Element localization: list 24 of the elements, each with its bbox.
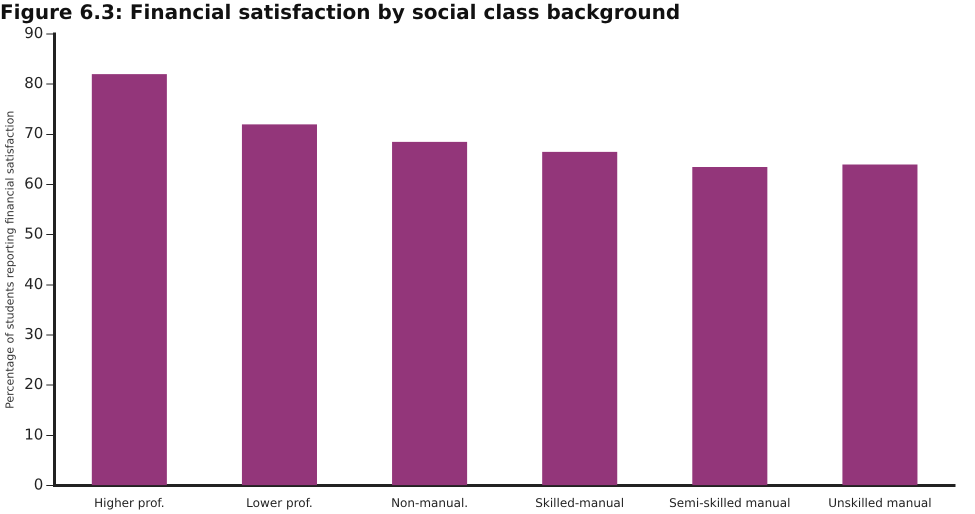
y-tick-label: 20 [24,375,44,394]
x-tick-label: Unskilled manual [828,496,932,510]
y-tick-label: 80 [24,74,44,92]
x-tick-label: Lower prof. [246,496,313,510]
y-tick-label: 70 [24,124,44,142]
y-tick-label: 50 [24,224,44,243]
bar [92,74,167,486]
y-tick-label: 0 [34,475,44,494]
bar [392,142,468,486]
bar [542,152,618,486]
x-tick-label: Semi-skilled manual [669,496,790,510]
x-tick-label: Non-manual. [391,496,468,510]
bar [242,124,317,486]
y-tick-label: 90 [24,24,44,42]
bar [842,164,918,486]
bar [692,166,768,486]
x-tick-label: Higher prof. [94,496,165,510]
y-tick-label: 40 [24,274,44,293]
chart-title: Figure 6.3: Financial satisfaction by social class background [0,0,680,24]
y-axis-title: Percentage of students reporting financial satisfaction [3,110,16,409]
x-tick-label: Skilled-manual [535,496,624,510]
y-tick-label: 60 [24,174,44,192]
y-tick-label: 30 [24,324,44,343]
y-tick-label: 10 [24,425,44,444]
